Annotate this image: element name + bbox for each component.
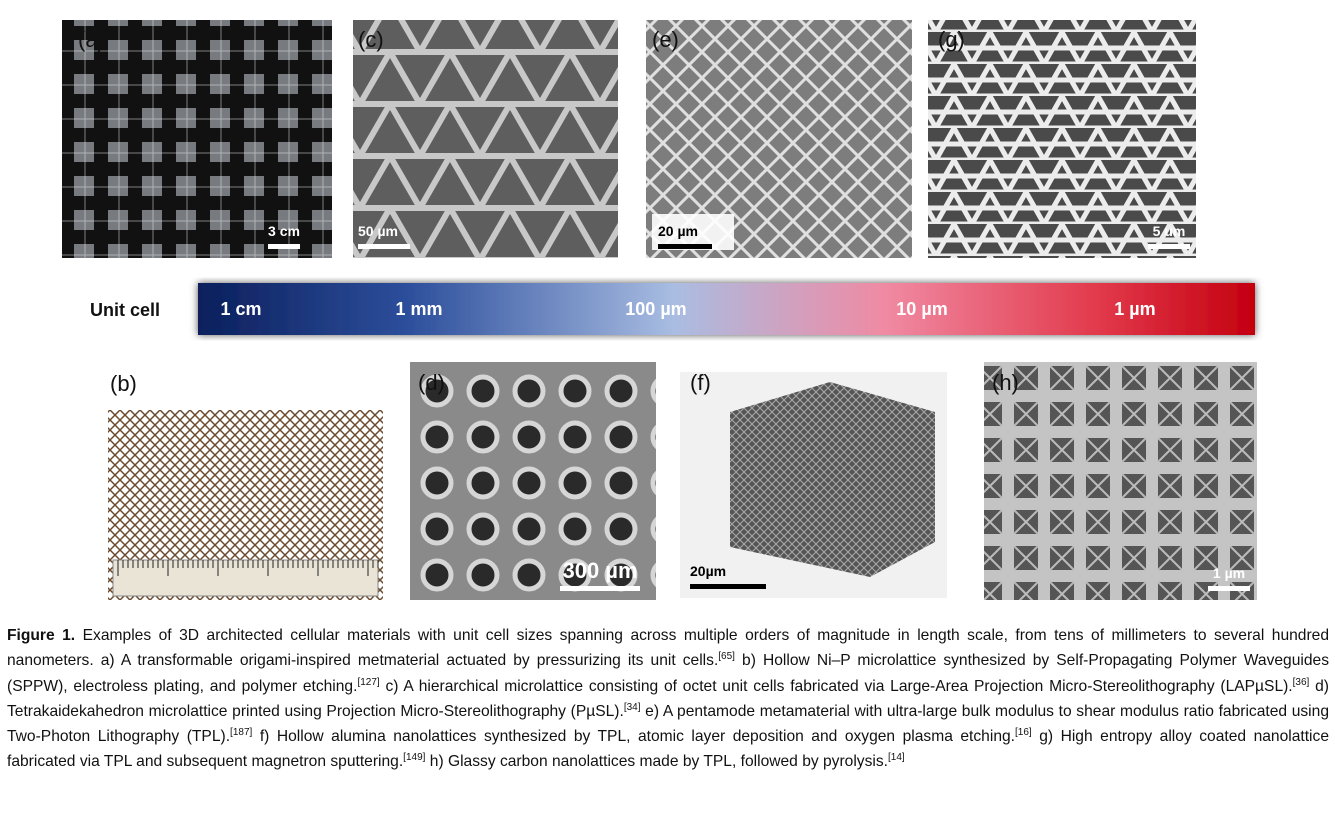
panel-label: (d): [418, 370, 445, 395]
scale-bar-label: 300 µm: [562, 558, 637, 583]
scale-tick-label: 1 mm: [395, 299, 442, 319]
panel-label: (e): [652, 27, 679, 52]
scale-tick-label: 100 µm: [625, 299, 686, 319]
scale-bar-label: 1 µm: [1213, 565, 1245, 581]
scale-tick-label: 1 cm: [220, 299, 261, 319]
panel-image: [928, 20, 1196, 258]
panel-image: [353, 20, 618, 258]
caption-text: b) Hollow Ni–P microlattice synthesized …: [7, 652, 1329, 695]
panel-image: [62, 20, 332, 258]
scale-bar: [1148, 244, 1190, 249]
scale-tick-label: 10 µm: [896, 299, 947, 319]
citation: [34]: [623, 701, 641, 713]
caption-text: e) A pentamode metamaterial with ultra-l…: [7, 702, 1329, 746]
citation: [36]: [1292, 676, 1310, 688]
scale-gradient: [198, 283, 1255, 335]
scale-tick-label: 1 µm: [1114, 299, 1155, 319]
caption-text: h) Glassy carbon nanolattices made by TP…: [429, 753, 888, 771]
panel-label: (b): [110, 371, 137, 396]
citation: [127]: [357, 676, 380, 688]
caption-text: Examples of 3D architected cellular mate…: [7, 627, 1330, 670]
figure: (a) 3 cm (c) 50 µm (e) 20 µm (g) 5 um (b) (d) 300 …: [62, 20, 1257, 600]
citation: [14]: [887, 752, 905, 764]
panel-label: (a): [78, 27, 105, 52]
scale-bar: [690, 584, 766, 589]
caption-text: f) Hollow alumina nanolattices synthesiz…: [259, 728, 1015, 746]
scale-bar: [560, 586, 640, 591]
scale-bar: [658, 244, 712, 249]
lattice-cube: [730, 382, 935, 577]
caption-lead: Figure 1.: [7, 627, 76, 644]
scale-bar-label: 20µm: [690, 563, 726, 579]
citation: [16]: [1015, 727, 1032, 738]
scale-bar-label: 5 um: [1153, 223, 1186, 239]
caption-text: c) A hierarchical microlattice consistin…: [385, 677, 1293, 695]
citation: [149]: [403, 752, 426, 764]
caption-text: d) Tetrakaidekahedron microlattice print…: [7, 677, 1329, 720]
unit-cell-label: Unit cell: [90, 300, 160, 320]
panel-label: (h): [992, 370, 1019, 395]
caption: Figure 1. Examples of 3D architected cel…: [7, 623, 1329, 775]
scale-bar: [358, 244, 410, 249]
citation: [65]: [718, 651, 735, 663]
scale-bar: [268, 244, 300, 249]
citation: [187]: [230, 727, 253, 738]
scale-bar: [1208, 586, 1250, 591]
panel-label: (g): [938, 27, 965, 52]
panel-image: [410, 362, 656, 600]
caption-text: g) High entropy alloy coated nanolattice…: [7, 728, 1329, 771]
scale-bar-label: 3 cm: [268, 223, 300, 239]
scale-bar-label: 50 µm: [358, 223, 398, 239]
ruler: [112, 559, 379, 597]
panel-image: [984, 362, 1257, 600]
scale-bar-label: 20 µm: [658, 223, 698, 239]
panel-label: (c): [358, 27, 384, 52]
panel-label: (f): [690, 370, 711, 395]
